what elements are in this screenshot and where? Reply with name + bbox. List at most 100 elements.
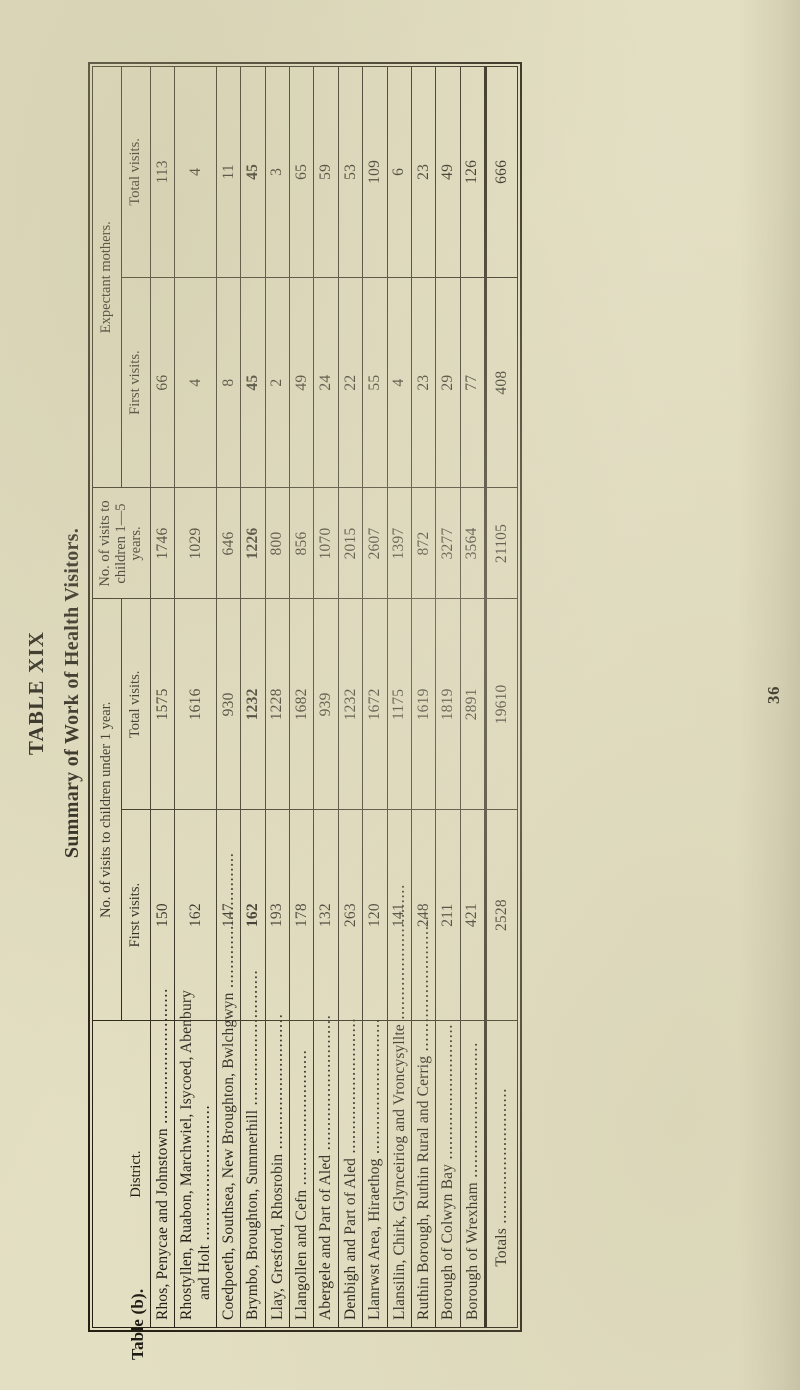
page-title: Summary of Work of Health Visitors. [61, 527, 83, 859]
leader-dots: ............................ [415, 915, 431, 1056]
table-header: District. No. of visits to children unde… [92, 66, 151, 1328]
table-header-group-row: District. No. of visits to children unde… [92, 66, 151, 1328]
visits-1-5-years-cell: 1029 [174, 488, 217, 599]
column-header-expectant-total-visits: Total visits. [121, 66, 151, 278]
district-name-cell: Abergele and Part of Aled ..............… [313, 1014, 339, 1328]
visits-1-5-years-cell: 856 [289, 488, 314, 599]
district-label: Llanrwst Area, Hiraethog [366, 1158, 384, 1320]
expectant-first-visits-cell: 66 [150, 277, 175, 488]
u1-total-visits-cell: 1232 [338, 599, 363, 810]
expectant-total-visits-cell: 126 [460, 66, 486, 278]
visits-1-5-years-cell: 646 [216, 488, 241, 599]
expectant-first-visits-cell: 77 [460, 277, 486, 488]
district-name-cell: Brymbo, Broughton, Summerhill ..........… [240, 969, 266, 1328]
u1-total-visits-cell: 1575 [150, 599, 175, 810]
column-group-header-expectant-mothers: Expectant mothers. [92, 66, 122, 488]
column-header-u1-first-visits: First visits. [121, 809, 151, 1021]
expectant-total-visits-cell: 113 [150, 66, 175, 278]
u1-total-visits-cell: 930 [216, 599, 241, 810]
leader-dots: ............................ [367, 1017, 383, 1159]
expectant-total-visits-cell: 23 [411, 66, 436, 278]
u1-total-visits-cell: 1616 [174, 599, 217, 810]
visits-1-5-years-cell: 3564 [460, 488, 486, 599]
u1-total-visits-cell: 1619 [411, 599, 436, 810]
visits-1-5-years-cell: 1746 [150, 488, 175, 599]
expectant-first-visits-cell: 24 [313, 277, 339, 488]
district-label: Llay, Gresford, Rhosrobin [268, 1153, 286, 1320]
u1-total-visits-cell: 1682 [289, 599, 314, 810]
district-label: Llansilin, Chirk, Glynceiriog and Vroncy… [390, 1024, 408, 1320]
leader-dots: ............................ [269, 1013, 285, 1154]
table-row: Llangollen and Cefn ....................… [289, 66, 314, 1328]
district-label-line2: and Holt [195, 1244, 213, 1320]
leader-dots: ............................ [154, 987, 170, 1129]
column-header-district: District. [92, 1020, 151, 1328]
table-row: Llanrwst Area, Hiraethog ...............… [362, 66, 388, 1328]
leader-dots: ............................ [440, 1023, 456, 1164]
u1-first-visits-cell: 263 [338, 809, 363, 1021]
district-label: Rhos, Penycae and Johnstown [153, 1128, 171, 1320]
table-row: Denbigh and Part of Aled ...............… [338, 66, 363, 1328]
u1-total-visits-cell: 1819 [435, 599, 461, 810]
expectant-total-visits-cell: 109 [362, 66, 388, 278]
expectant-first-visits-cell: 45 [240, 277, 266, 488]
district-name-cell: Llay, Gresford, Rhosrobin ..............… [265, 1013, 290, 1328]
table-row: Borough of Colwyn Bay ..................… [435, 66, 461, 1328]
leader-dots: ............................ [464, 1041, 480, 1183]
expectant-total-visits-cell: 6 [387, 66, 412, 278]
totals-expectant-first-visits-cell: 408 [485, 277, 518, 488]
expectant-total-visits-cell: 45 [240, 66, 266, 278]
leader-dots: ............................ [342, 1017, 358, 1158]
totals-label: Totals [493, 1228, 511, 1267]
leader-dots: ............................ [221, 851, 237, 993]
table-row: Abergele and Part of Aled ..............… [313, 66, 339, 1328]
u1-total-visits-cell: 1232 [240, 599, 266, 810]
expectant-first-visits-cell: 23 [411, 277, 436, 488]
district-label: Llangollen and Cefn [293, 1189, 311, 1320]
expectant-total-visits-cell: 65 [289, 66, 314, 278]
u1-first-visits-cell: 132 [313, 809, 339, 1021]
district-label: Borough of Colwyn Bay [439, 1164, 457, 1320]
table-row: Rhos, Penycae and Johnstown ............… [150, 66, 175, 1328]
district-label: Coedpoeth, Southsea, New Broughton, Bwlc… [220, 992, 238, 1320]
visits-1-5-years-cell: 3277 [435, 488, 461, 599]
expectant-first-visits-cell: 4 [387, 277, 412, 488]
u1-total-visits-cell: 939 [313, 599, 339, 810]
expectant-total-visits-cell: 11 [216, 66, 241, 278]
totals-u1-total-visits-cell: 19610 [485, 599, 518, 810]
leader-dots: ............................ [196, 1104, 212, 1245]
table-row: Coedpoeth, Southsea, New Broughton, Bwlc… [216, 66, 241, 1328]
leader-dots: ............................ [494, 1087, 510, 1229]
totals-u1-first-visits-cell: 2528 [485, 809, 518, 1021]
expectant-total-visits-cell: 3 [265, 66, 290, 278]
u1-first-visits-cell: 120 [362, 809, 388, 1021]
district-name-cell: Ruthin Borough, Ruthin Rural and Cerrig … [411, 915, 436, 1328]
u1-total-visits-cell: 2891 [460, 599, 486, 810]
u1-total-visits-cell: 1228 [265, 599, 290, 810]
expectant-first-visits-cell: 8 [216, 277, 241, 488]
district-name-cell: Rhos, Penycae and Johnstown ............… [150, 988, 175, 1328]
expectant-first-visits-cell: 29 [435, 277, 461, 488]
district-name-cell: Coedpoeth, Southsea, New Broughton, Bwlc… [216, 852, 241, 1328]
expectant-first-visits-cell: 55 [362, 277, 388, 488]
district-label: Ruthin Borough, Ruthin Rural and Cerrig [414, 1055, 432, 1320]
expectant-first-visits-cell: 4 [174, 277, 217, 488]
table-row: Rhostyllen, Ruabon, Marchwiel, Isycoed, … [174, 66, 217, 1328]
column-group-header-under-1-year: No. of visits to children under 1 year. [92, 599, 122, 1021]
district-name-cell: Borough of Wrexham .....................… [460, 1020, 486, 1328]
u1-total-visits-cell: 1672 [362, 599, 388, 810]
leader-dots: ............................ [318, 1014, 334, 1155]
visits-1-5-years-cell: 1397 [387, 488, 412, 599]
district-name-cell: Llangollen and Cefn ....................… [289, 1020, 314, 1328]
table-row: Brymbo, Broughton, Summerhill ..........… [240, 66, 266, 1328]
visits-1-5-years-cell: 2607 [362, 488, 388, 599]
table-row: Llansilin, Chirk, Glynceiriog and Vroncy… [387, 66, 412, 1328]
table-totals-row: Totals ............................ 2528 1… [485, 66, 518, 1328]
leader-dots: ............................ [391, 883, 407, 1025]
expectant-total-visits-cell: 59 [313, 66, 339, 278]
u1-first-visits-cell: 193 [265, 809, 290, 1021]
table-body: Rhos, Penycae and Johnstown ............… [150, 66, 518, 1328]
district-name-cell: Borough of Colwyn Bay ..................… [435, 1020, 461, 1328]
